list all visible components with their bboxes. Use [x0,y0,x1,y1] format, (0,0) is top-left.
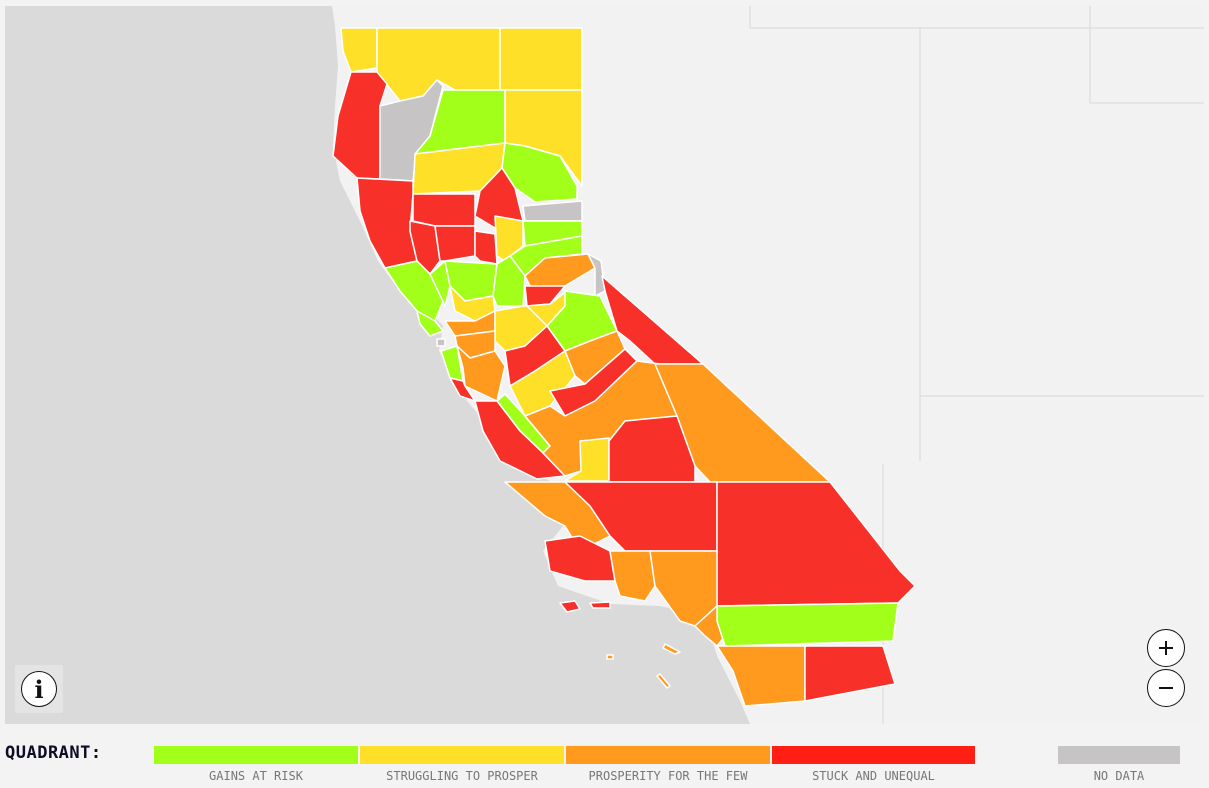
county-sonoma [384,260,446,322]
county-san-bernardino [716,481,916,607]
county-del-norte [340,27,378,73]
county-sierra [522,200,583,222]
legend-swatch-struggling-to-prosper [360,746,564,764]
county-san-francisco [436,338,446,347]
county-santa-cruz [449,377,476,402]
county-humboldt [332,71,388,180]
legend-label-gains-at-risk: GAINS AT RISK [209,769,303,783]
county-imperial [804,645,896,702]
county-san-diego [716,645,806,707]
island-santa-barbara [606,654,614,660]
legend-swatch-no-data [1058,746,1180,764]
county-glenn [412,193,476,227]
island-san-clemente [656,673,671,689]
map-canvas[interactable] [5,6,1204,724]
island-catalina [662,643,681,655]
legend-title: QUADRANT: [5,743,102,763]
island-santa-rosa [589,601,611,609]
info-glyph: i [34,674,44,704]
minus-icon [1159,687,1173,689]
california-quadrant-map[interactable] [5,6,1204,724]
island-santa-cruz [559,600,581,613]
county-riverside [716,602,899,647]
county-ventura [609,550,656,602]
legend-label-no-data: NO DATA [1093,769,1145,783]
legend-swatch-gains-at-risk [154,746,358,764]
county-colusa [434,225,476,262]
county-marin [416,310,444,337]
county-polygons[interactable] [332,27,916,707]
zoom-in-button[interactable] [1147,629,1185,667]
legend-label-stuck-and-unequal: STUCK AND UNEQUAL [812,769,935,783]
county-sutter [474,230,498,265]
county-santa-clara [456,345,506,402]
legend-label-struggling-to-prosper: STRUGGLING TO PROSPER [386,769,538,783]
zoom-out-button[interactable] [1147,669,1185,707]
legend-swatch-prosperity-for-the-few [566,746,770,764]
county-alpine [587,253,606,297]
ocean [5,6,750,724]
county-modoc [499,27,583,91]
county-santa-barbara [544,535,616,582]
legend-swatch-stuck-and-unequal [772,746,975,764]
county-kings [564,437,610,482]
plus-icon [1159,641,1173,655]
info-icon: i [21,671,57,707]
info-button[interactable]: i [15,665,63,713]
legend-label-prosperity-for-the-few: PROSPERITY FOR THE FEW [588,769,748,783]
